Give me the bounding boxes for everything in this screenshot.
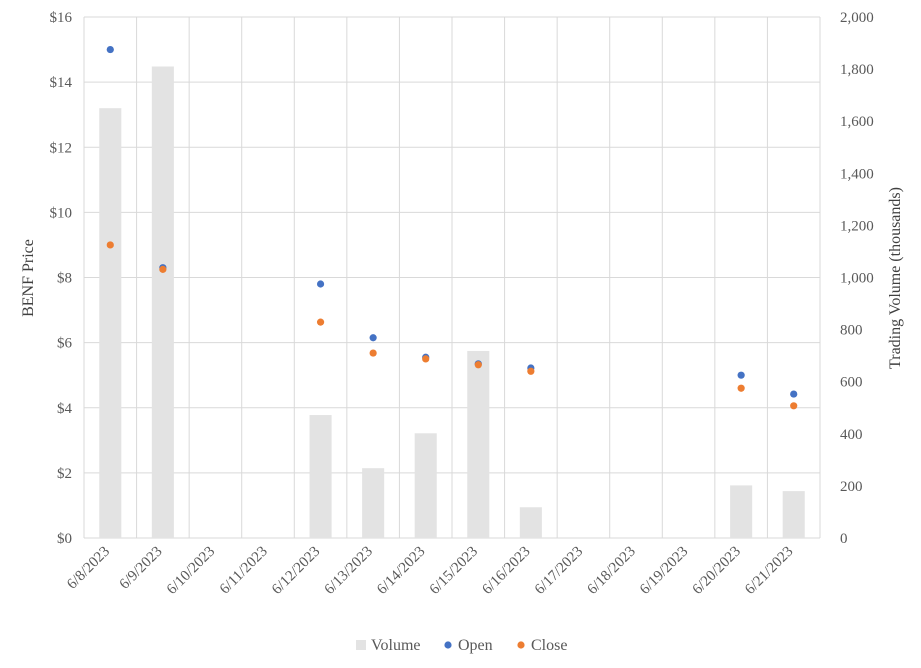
volume-bar bbox=[782, 491, 805, 538]
close-point bbox=[737, 384, 745, 392]
legend-swatch-close bbox=[517, 641, 525, 649]
x-tick-label: 6/18/2023 bbox=[584, 544, 638, 598]
legend: Volume Open Close bbox=[356, 637, 567, 654]
open-point bbox=[790, 390, 798, 398]
x-tick-label: 6/9/2023 bbox=[117, 544, 166, 593]
x-tick-label: 6/15/2023 bbox=[427, 544, 481, 598]
volume-bar bbox=[309, 415, 332, 538]
y2-tick-label: 1,600 bbox=[840, 114, 874, 130]
y2-tick-label: 800 bbox=[840, 323, 863, 339]
y2-tick-label: 1,000 bbox=[840, 271, 874, 287]
legend-swatch-open bbox=[444, 641, 452, 649]
y2-tick-label: 1,800 bbox=[840, 62, 874, 78]
y2-axis-title: Trading Volume (thousands) bbox=[887, 187, 904, 369]
x-tick-label: 6/11/2023 bbox=[217, 544, 271, 598]
y2-tick-label: 400 bbox=[840, 427, 863, 443]
open-point bbox=[369, 334, 377, 342]
x-tick-label: 6/20/2023 bbox=[690, 544, 744, 598]
open-point bbox=[106, 45, 114, 54]
y-tick-label: $10 bbox=[50, 205, 73, 221]
y-tick-label: $0 bbox=[57, 531, 72, 547]
x-tick-label: 6/16/2023 bbox=[479, 544, 533, 598]
y2-tick-label: 1,400 bbox=[840, 166, 874, 182]
volume-bar bbox=[730, 485, 753, 538]
y2-tick-label: 600 bbox=[840, 375, 863, 391]
volume-bar bbox=[467, 350, 490, 538]
volume-bar bbox=[519, 507, 542, 538]
y2-tick-label: 2,000 bbox=[840, 10, 874, 26]
volume-bar bbox=[99, 108, 122, 539]
volume-bar bbox=[151, 66, 174, 539]
close-point bbox=[474, 361, 482, 369]
volume-bar bbox=[362, 468, 385, 538]
x-axis-ticks: 6/8/2023 6/9/20236/10/20236/11/20236/12/2… bbox=[64, 544, 796, 598]
open-point bbox=[737, 371, 745, 379]
gridlines bbox=[83, 16, 821, 539]
close-point bbox=[106, 241, 114, 249]
close-point bbox=[422, 355, 430, 363]
x-tick-label: 6/19/2023 bbox=[637, 544, 691, 598]
close-point bbox=[316, 318, 325, 326]
legend-label: Volume bbox=[371, 637, 420, 654]
y-tick-label: $6 bbox=[57, 336, 73, 352]
x-tick-label: 6/8/2023 bbox=[64, 544, 113, 593]
legend-swatch-volume bbox=[356, 640, 366, 650]
y2-tick-label: 0 bbox=[840, 531, 848, 547]
x-tick-label: 6/10/2023 bbox=[164, 544, 218, 598]
x-tick-label: 6/12/2023 bbox=[269, 544, 323, 598]
close-point bbox=[790, 402, 798, 410]
y-tick-label: $12 bbox=[50, 140, 73, 156]
right-axis-ticks: 0 200 400 600 800 1,000 1,200 1,400 1,600 1,800 2,… bbox=[840, 10, 874, 547]
legend-label: Open bbox=[458, 637, 493, 654]
y-tick-label: $2 bbox=[57, 466, 72, 482]
x-tick-label: 6/14/2023 bbox=[374, 544, 428, 598]
legend-label: Close bbox=[531, 637, 567, 654]
x-tick-label: 6/17/2023 bbox=[532, 544, 586, 598]
y-axis-title: BENF Price bbox=[20, 239, 37, 317]
close-point bbox=[527, 367, 535, 375]
y-tick-label: $16 bbox=[50, 10, 73, 26]
close-point bbox=[369, 349, 377, 357]
open-point bbox=[316, 280, 325, 288]
left-axis-ticks: $0 $2 $4 $6 $8 $10 $12 $14 $16 bbox=[50, 10, 73, 547]
price-points bbox=[106, 45, 798, 410]
volume-bars bbox=[99, 66, 805, 539]
volume-bar bbox=[414, 433, 437, 538]
x-tick-label: 6/21/2023 bbox=[742, 544, 796, 598]
x-tick-label: 6/13/2023 bbox=[322, 544, 376, 598]
y-tick-label: $8 bbox=[57, 271, 72, 287]
y2-tick-label: 1,200 bbox=[840, 218, 874, 234]
close-point bbox=[159, 265, 167, 273]
y2-tick-label: 200 bbox=[840, 479, 863, 495]
y-tick-label: $14 bbox=[50, 75, 73, 91]
y-tick-label: $4 bbox=[57, 401, 73, 417]
